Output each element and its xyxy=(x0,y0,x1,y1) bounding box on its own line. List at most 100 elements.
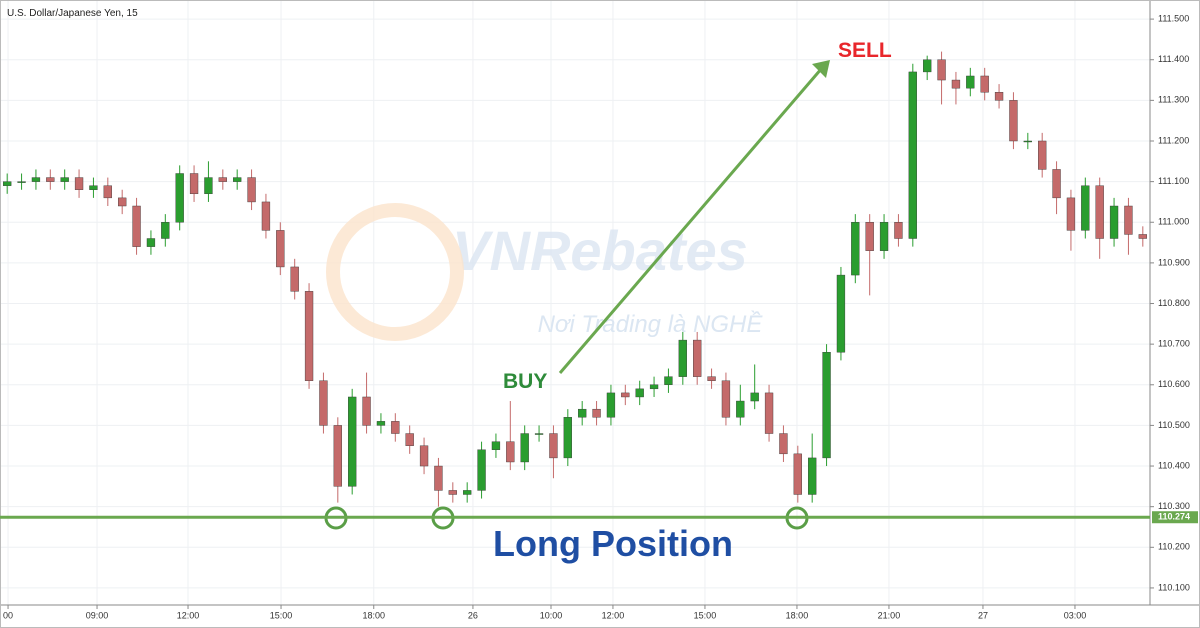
position-label: Long Position xyxy=(493,523,733,564)
trade-arrow xyxy=(558,67,824,374)
candle-body xyxy=(635,388,644,398)
candle-body xyxy=(3,181,12,186)
candle-body xyxy=(592,408,601,418)
candle-body xyxy=(132,205,141,247)
y-tick-label: 111.200 xyxy=(1158,135,1189,145)
candle-body xyxy=(750,392,759,402)
candle-body xyxy=(103,185,112,199)
candle-body xyxy=(477,449,486,491)
axes: 110.100 110.200 110.300 110.400 110.500 110.6… xyxy=(3,13,1190,620)
y-tick-label: 110.700 xyxy=(1158,339,1190,349)
candle-body xyxy=(434,465,443,491)
candle-body xyxy=(693,339,702,377)
candle-body xyxy=(261,201,271,231)
y-tick-label: 110.500 xyxy=(1158,420,1190,430)
candle-body xyxy=(621,392,630,398)
candle-body xyxy=(937,59,946,81)
candle-body xyxy=(161,222,170,239)
x-tick-label: 15:00 xyxy=(270,610,293,620)
candle-body xyxy=(664,376,673,385)
candle-body xyxy=(118,197,127,207)
candle-body xyxy=(233,177,242,182)
sell-label: SELL xyxy=(838,39,892,62)
x-tick-label: 00 xyxy=(3,610,13,620)
candle-body xyxy=(923,59,932,73)
watermark: VNRebates xyxy=(452,219,748,282)
candle-body xyxy=(994,92,1004,101)
y-tick-label: 110.800 xyxy=(1158,298,1190,308)
y-tick-label: 110.200 xyxy=(1158,542,1190,552)
candle-body xyxy=(419,445,429,467)
candle-body xyxy=(1009,100,1018,142)
chart-title: U.S. Dollar/Japanese Yen, 15 xyxy=(7,8,138,19)
candle-body xyxy=(1081,185,1090,231)
candle-body xyxy=(391,421,400,434)
x-tick-label: 21:00 xyxy=(878,610,901,620)
candle-body xyxy=(894,222,903,239)
candle-body xyxy=(549,433,558,459)
buy-label: BUY xyxy=(503,370,547,393)
candle-body xyxy=(1124,205,1133,235)
x-tick-label: 12:00 xyxy=(602,610,625,620)
candle-body xyxy=(146,238,156,247)
candle-body xyxy=(563,417,572,459)
candle-body xyxy=(304,291,314,381)
candle-body xyxy=(808,457,817,495)
candle-body xyxy=(506,441,515,463)
support-label-box xyxy=(1152,511,1198,524)
candle-body xyxy=(707,376,716,381)
candle-body xyxy=(578,408,587,418)
candle-body xyxy=(89,185,98,190)
candle-body xyxy=(218,177,227,182)
candle-body xyxy=(736,400,745,418)
candle-body xyxy=(491,441,501,450)
candle-body xyxy=(1038,140,1047,170)
candle-body xyxy=(204,177,213,195)
candle-body xyxy=(376,421,386,426)
y-tick-label: 111.400 xyxy=(1158,54,1189,64)
candle-body xyxy=(276,230,285,268)
arrow-head xyxy=(812,60,830,78)
x-tick-label: 18:00 xyxy=(786,610,809,620)
candle-body xyxy=(606,392,616,418)
candle-body xyxy=(74,177,84,190)
y-tick-label: 111.000 xyxy=(1158,217,1189,227)
x-tick-label: 18:00 xyxy=(362,610,385,620)
candle-body xyxy=(520,433,529,463)
grid xyxy=(0,0,1150,605)
candle-body xyxy=(189,173,199,195)
y-tick-label: 110.400 xyxy=(1158,460,1190,470)
candle-body xyxy=(448,490,457,495)
candle-body xyxy=(290,266,299,292)
support-label: 110.274 xyxy=(1158,512,1190,522)
candle-body xyxy=(175,173,184,223)
y-tick-label: 111.500 xyxy=(1158,13,1189,23)
candle-body xyxy=(1138,234,1147,239)
candle-body xyxy=(951,79,961,89)
candle-body xyxy=(348,396,357,487)
candle-body xyxy=(649,384,659,390)
candle-body xyxy=(463,490,472,495)
candle-body xyxy=(46,177,55,182)
watermark-subtitle: Nơi Trading là NGHỀ xyxy=(538,310,764,338)
x-tick-label: 10:00 xyxy=(540,610,563,620)
candle-body xyxy=(1023,140,1032,143)
candle-body xyxy=(60,177,69,182)
x-tick-label: 15:00 xyxy=(694,610,717,620)
candle-body xyxy=(1052,169,1061,199)
y-tick-label: 111.300 xyxy=(1158,95,1189,105)
candle-body xyxy=(822,352,831,459)
candle-body xyxy=(678,339,687,377)
x-tick-label: 03:00 xyxy=(1064,610,1087,620)
candle-body xyxy=(333,425,342,487)
candle-body xyxy=(879,222,889,251)
candle-body xyxy=(247,177,256,203)
x-tick-label: 27 xyxy=(978,610,988,620)
watermark-logo xyxy=(326,203,464,341)
candle-body xyxy=(721,380,731,418)
candle-body xyxy=(405,433,414,446)
candle-body xyxy=(836,274,846,353)
candle-body xyxy=(1095,185,1104,239)
